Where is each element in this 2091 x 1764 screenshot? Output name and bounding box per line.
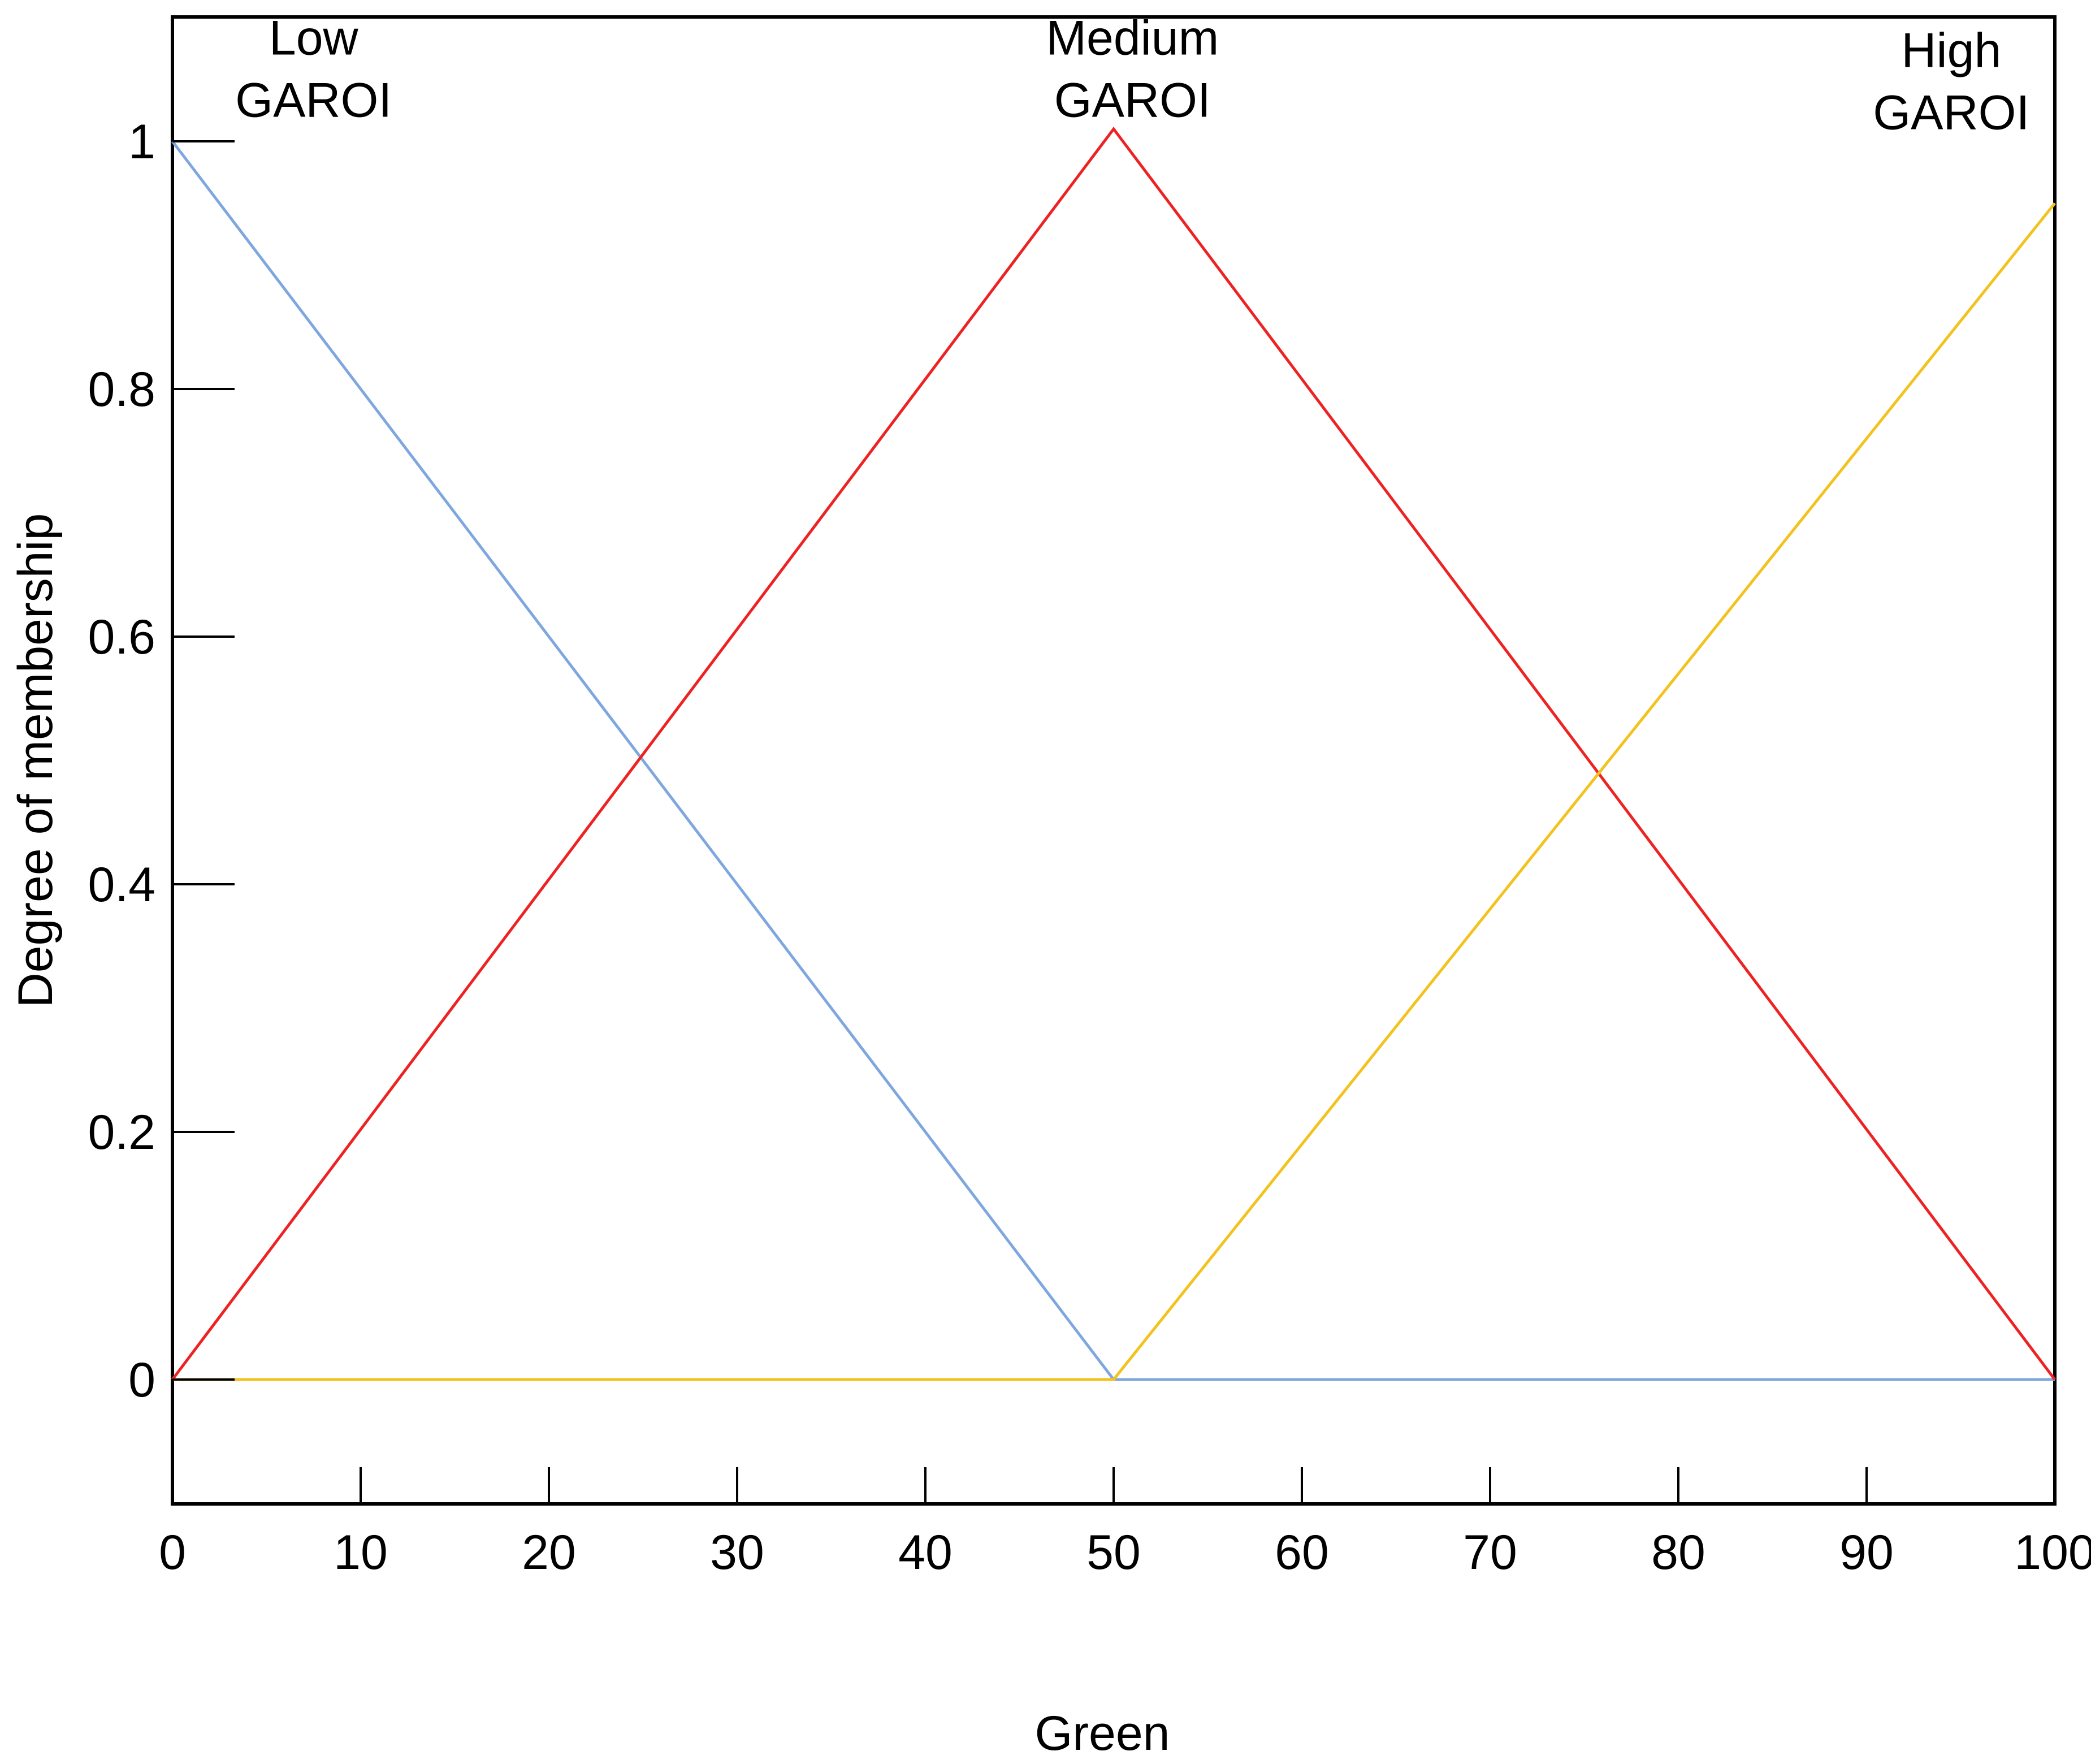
y-axis-title: Degree of membership bbox=[8, 513, 63, 1008]
series-line-high-garoi bbox=[172, 202, 2056, 1381]
x-axis-title: Green bbox=[1034, 1706, 1170, 1761]
series-label-low-garoi: Low GAROI bbox=[235, 11, 392, 128]
x-tick-label: 20 bbox=[522, 1525, 576, 1580]
series-labels: Low GAROI Medium GAROI High GAROI bbox=[235, 11, 2029, 140]
x-axis: 0 10 20 30 40 50 60 70 80 90 100 bbox=[159, 1467, 2091, 1580]
y-tick-label: 0.8 bbox=[88, 362, 155, 417]
x-tick-label: 90 bbox=[1839, 1525, 1894, 1580]
x-tick-label: 60 bbox=[1275, 1525, 1329, 1580]
x-tick-label: 50 bbox=[1086, 1525, 1141, 1580]
y-tick-label: 0.4 bbox=[88, 858, 155, 912]
y-tick-label: 0.2 bbox=[88, 1105, 155, 1160]
x-tick-label: 0 bbox=[159, 1525, 186, 1580]
series-layer bbox=[171, 126, 2056, 1381]
series-label-high-garoi: High GAROI bbox=[1873, 24, 2029, 140]
x-tick-label: 40 bbox=[898, 1525, 953, 1580]
plot-frame bbox=[171, 15, 2057, 1506]
y-tick-label: 1 bbox=[128, 115, 155, 169]
series-line-medium-garoi bbox=[171, 126, 2056, 1381]
y-tick-label: 0.6 bbox=[88, 610, 155, 664]
series-label-medium-garoi: Medium GAROI bbox=[1046, 11, 1219, 128]
y-tick-label: 0 bbox=[128, 1353, 155, 1407]
x-tick-label: 80 bbox=[1651, 1525, 1705, 1580]
x-tick-label: 70 bbox=[1463, 1525, 1517, 1580]
x-tick-label: 10 bbox=[334, 1525, 388, 1580]
y-axis: 0 0.2 0.4 0.6 0.8 1 bbox=[88, 115, 235, 1407]
x-tick-label: 100 bbox=[2014, 1525, 2091, 1580]
x-tick-label: 30 bbox=[710, 1525, 764, 1580]
series-line-low-garoi bbox=[171, 140, 2055, 1381]
